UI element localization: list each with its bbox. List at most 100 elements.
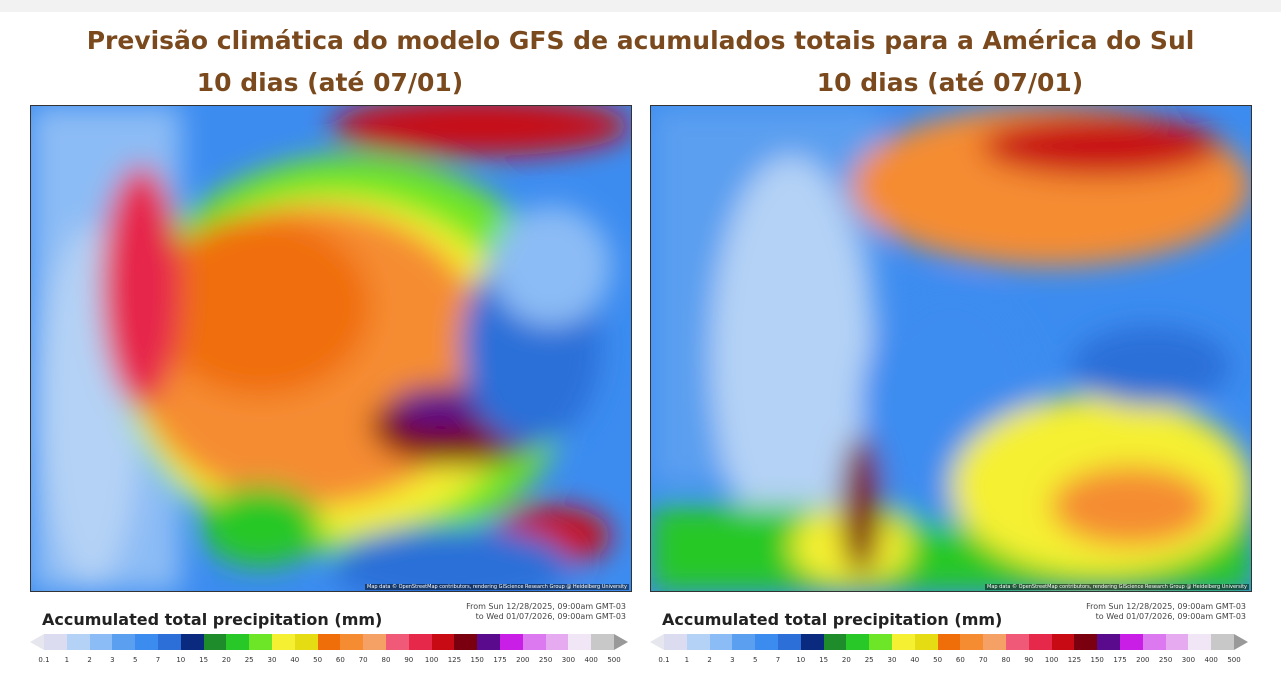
legend-swatch (499, 634, 523, 650)
legend-ticks: 0.1 1 2 3 5 7 10 15 20 25 30 40 50 60 70 80 90 100 125 150 1… (36, 656, 622, 666)
legend-swatch (1005, 634, 1029, 650)
legend-swatch (1051, 634, 1075, 650)
legend-swatch (135, 634, 158, 650)
legend-swatch (1188, 634, 1212, 650)
legend-swatch (249, 634, 272, 650)
legend-tick-label: 90 (404, 656, 414, 664)
page-title: Previsão climática do modelo GFS de acum… (86, 26, 1195, 55)
legend-ticks: 0.1 1 2 3 5 7 10 15 20 25 30 40 50 60 70 80 90 100 125 150 1… (656, 656, 1242, 666)
legend-swatch (591, 634, 614, 650)
legend-tick-label: 5 (752, 656, 758, 664)
legend-swatch (317, 634, 341, 650)
legend-swatch (203, 634, 227, 650)
legend-swatch (1211, 634, 1234, 650)
legend-swatch (112, 634, 136, 650)
legend-swatch (66, 634, 90, 650)
legend-tick-label: 10 (176, 656, 186, 664)
legend-tick-label: 60 (955, 656, 965, 664)
legend-tick-label: 15 (199, 656, 209, 664)
legend-swatch (1142, 634, 1166, 650)
legend-swatch (686, 634, 710, 650)
color-legend-right: Accumulated total precipitation (mm) Fro… (650, 598, 1250, 670)
legend-title: Accumulated total precipitation (mm) (42, 610, 383, 629)
map-credit: Map data © OpenStreetMap contributors, r… (985, 584, 1249, 590)
legend-tick-label: 30 (267, 656, 277, 664)
legend-swatch (983, 634, 1006, 650)
legend-tick-label: 0.1 (38, 656, 50, 664)
legend-tick-label: 90 (1024, 656, 1034, 664)
legend-swatch (44, 634, 67, 650)
legend-tick-label: 60 (335, 656, 345, 664)
legend-tick-label: 500 (1227, 656, 1241, 664)
legend-color-bar (44, 634, 614, 650)
map-credit: Map data © OpenStreetMap contributors, r… (365, 584, 629, 590)
legend-tick-label: 250 (538, 656, 553, 664)
legend-tick-label: 200 (1136, 656, 1150, 664)
legend-tick-label: 1 (684, 656, 690, 664)
legend-tick-label: 2 (707, 656, 712, 664)
legend-tick-label: 300 (1181, 656, 1196, 664)
precipitation-map-right: Map data © OpenStreetMap contributors, r… (650, 105, 1252, 592)
legend-swatch (363, 634, 386, 650)
legend-tick-label: 125 (1067, 656, 1082, 664)
legend-tick-label: 300 (561, 656, 576, 664)
legend-tick-label: 2 (87, 656, 92, 664)
legend-tick-label: 50 (933, 656, 943, 664)
legend-swatch (477, 634, 500, 650)
legend-swatch (891, 634, 915, 650)
legend-swatch (937, 634, 961, 650)
legend-swatch (1028, 634, 1052, 650)
legend-tick-label: 15 (819, 656, 829, 664)
legend-swatch (226, 634, 250, 650)
legend-tick-label: 40 (910, 656, 920, 664)
legend-swatch (454, 634, 478, 650)
legend-swatch (180, 634, 204, 650)
legend-swatch (522, 634, 546, 650)
legend-tick-label: 20 (221, 656, 231, 664)
legend-tick-label: 30 (887, 656, 897, 664)
legend-tick-label: 25 (864, 656, 874, 664)
legend-swatch (869, 634, 892, 650)
legend-tick-label: 3 (730, 656, 735, 664)
top-bar (0, 0, 1281, 12)
legend-swatch (914, 634, 938, 650)
legend-tick-label: 70 (978, 656, 988, 664)
legend-tick-label: 500 (607, 656, 621, 664)
legend-tick-label: 100 (1044, 656, 1059, 664)
legend-swatch (1097, 634, 1120, 650)
legend-swatch (1074, 634, 1098, 650)
legend-swatch (755, 634, 778, 650)
legend-tick-label: 7 (155, 656, 161, 664)
legend-tick-label: 80 (381, 656, 391, 664)
legend-tick-label: 0.1 (658, 656, 670, 664)
panel-subtitle-right: 10 dias (até 07/01) (816, 68, 1084, 97)
legend-swatch (960, 634, 984, 650)
legend-tick-label: 3 (110, 656, 115, 664)
legend-swatch (157, 634, 181, 650)
legend-tick-label: 25 (244, 656, 254, 664)
color-legend-left: Accumulated total precipitation (mm) Fro… (30, 598, 630, 670)
legend-tick-label: 100 (424, 656, 439, 664)
legend-tick-label: 250 (1158, 656, 1173, 664)
legend-tick-label: 5 (132, 656, 138, 664)
legend-tick-label: 80 (1001, 656, 1011, 664)
legend-tick-label: 20 (841, 656, 851, 664)
legend-tick-label: 10 (796, 656, 806, 664)
legend-tick-label: 40 (290, 656, 300, 664)
legend-color-bar (664, 634, 1234, 650)
legend-tick-label: 150 (1090, 656, 1104, 664)
legend-swatch (846, 634, 870, 650)
legend-tick-label: 175 (1113, 656, 1127, 664)
legend-tick-label: 50 (313, 656, 323, 664)
legend-tick-label: 400 (584, 656, 598, 664)
legend-swatch (294, 634, 318, 650)
legend-tick-label: 150 (470, 656, 484, 664)
legend-swatch (431, 634, 455, 650)
legend-swatch (732, 634, 756, 650)
panel-subtitle-left: 10 dias (até 07/01) (196, 68, 464, 97)
legend-swatch (89, 634, 113, 650)
legend-swatch (408, 634, 432, 650)
legend-tick-label: 400 (1204, 656, 1218, 664)
legend-title: Accumulated total precipitation (mm) (662, 610, 1003, 629)
legend-tick-label: 7 (775, 656, 781, 664)
